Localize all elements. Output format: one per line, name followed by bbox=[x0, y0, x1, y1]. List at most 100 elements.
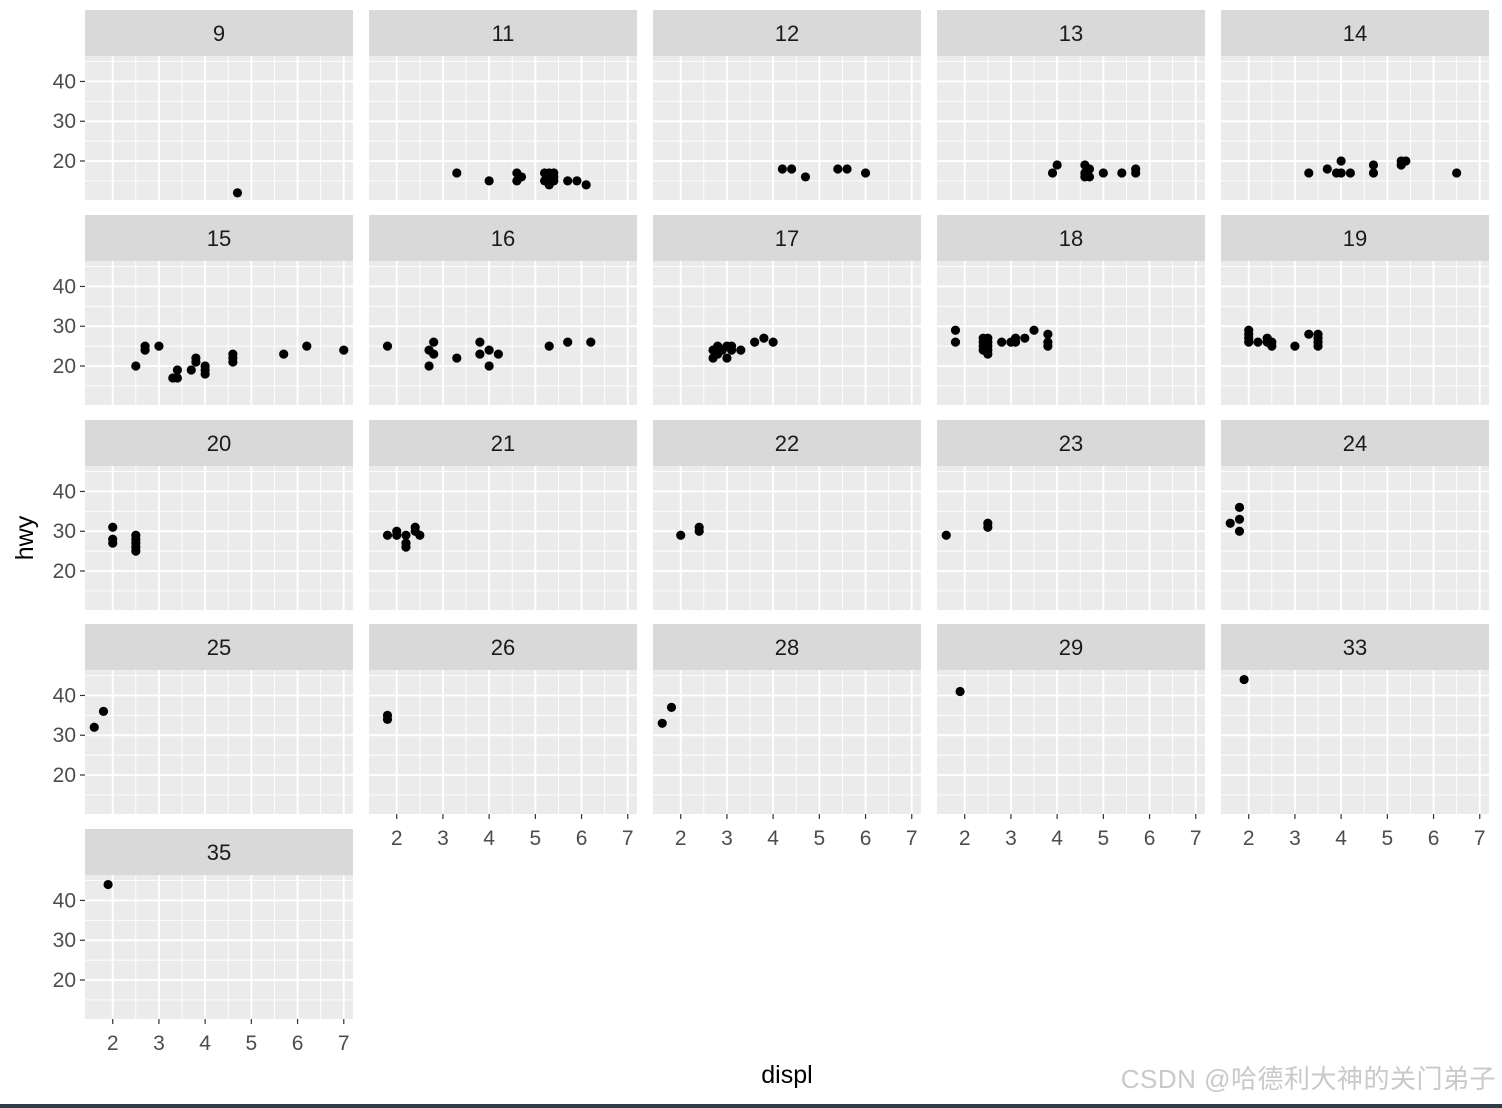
facet-strip bbox=[1221, 10, 1489, 56]
facet-strip bbox=[369, 420, 637, 466]
data-point bbox=[563, 176, 573, 186]
data-point bbox=[484, 361, 494, 371]
data-point bbox=[1244, 337, 1254, 347]
data-point bbox=[581, 180, 591, 190]
data-point bbox=[572, 176, 582, 186]
data-point bbox=[429, 349, 439, 359]
data-point bbox=[586, 337, 596, 347]
data-point bbox=[950, 337, 961, 347]
facet-strip bbox=[653, 10, 921, 56]
data-point bbox=[750, 337, 760, 347]
facet-panel-33: 33 2 3 4 5 6 7 bbox=[1221, 624, 1489, 850]
panel-background bbox=[1221, 56, 1489, 200]
data-point bbox=[955, 686, 965, 697]
data-point bbox=[726, 345, 737, 355]
data-point bbox=[186, 365, 196, 375]
x-tick-label: 6 bbox=[1144, 827, 1156, 850]
panel-background bbox=[369, 56, 637, 200]
data-point bbox=[1098, 168, 1108, 178]
x-tick-label: 4 bbox=[767, 827, 779, 850]
x-tick-label: 6 bbox=[576, 827, 588, 850]
x-tick-label: 4 bbox=[199, 1032, 211, 1055]
panel-background bbox=[937, 466, 1205, 610]
facet-strip-label: 25 bbox=[207, 635, 231, 660]
facet-strip-label: 12 bbox=[775, 21, 799, 46]
facet-panel-15: 15 20 30 40 bbox=[53, 215, 353, 405]
panel-background bbox=[85, 56, 353, 200]
x-tick-label: 3 bbox=[721, 827, 733, 850]
data-point bbox=[1084, 172, 1095, 182]
facet-strip-label: 28 bbox=[775, 635, 799, 660]
data-point bbox=[103, 879, 113, 890]
x-tick-label: 4 bbox=[1051, 827, 1063, 850]
data-point bbox=[983, 349, 993, 359]
data-point bbox=[302, 341, 312, 351]
facet-strip-label: 16 bbox=[491, 226, 515, 251]
x-tick-label: 3 bbox=[153, 1032, 165, 1055]
panel-background bbox=[1221, 670, 1489, 814]
y-tick-label: 20 bbox=[53, 355, 76, 378]
data-point bbox=[493, 349, 503, 359]
data-point bbox=[108, 538, 118, 548]
y-tick-label: 30 bbox=[53, 520, 76, 543]
data-point bbox=[339, 345, 349, 355]
x-tick-label: 3 bbox=[1005, 827, 1017, 850]
data-point bbox=[1234, 514, 1245, 524]
data-point bbox=[842, 164, 852, 174]
x-tick-label: 7 bbox=[622, 827, 634, 850]
data-point bbox=[191, 357, 201, 367]
facet-strip-label: 29 bbox=[1059, 635, 1083, 660]
facet-strip-label: 14 bbox=[1343, 21, 1367, 46]
facet-panel-17: 17 bbox=[653, 215, 921, 405]
y-tick-label: 40 bbox=[53, 70, 76, 93]
data-point bbox=[232, 188, 243, 198]
data-point bbox=[544, 341, 554, 351]
facet-panel-26: 26 2 3 4 5 6 7 bbox=[369, 624, 637, 850]
data-point bbox=[401, 542, 411, 552]
panel-background bbox=[653, 261, 921, 405]
panel-background bbox=[369, 261, 637, 405]
facet-strip-label: 23 bbox=[1059, 431, 1083, 456]
data-point bbox=[1234, 526, 1245, 536]
data-point bbox=[833, 164, 843, 174]
data-point bbox=[1020, 333, 1030, 343]
data-point bbox=[997, 337, 1007, 347]
data-point bbox=[736, 345, 746, 355]
data-point bbox=[89, 722, 99, 732]
facet-strip bbox=[937, 624, 1205, 670]
data-point bbox=[768, 337, 778, 347]
data-point bbox=[452, 168, 462, 178]
facet-strip-label: 20 bbox=[207, 431, 231, 456]
panel-background bbox=[369, 670, 637, 814]
y-tick-label: 40 bbox=[53, 275, 76, 298]
data-point bbox=[950, 325, 961, 335]
data-point bbox=[172, 365, 183, 375]
facet-panel-35: 35 20 30 40 2 3 4 5 6 7 bbox=[53, 829, 353, 1055]
facet-strip bbox=[369, 10, 637, 56]
facet-panel-19: 19 bbox=[1221, 215, 1489, 405]
panel-background bbox=[85, 261, 353, 405]
x-tick-label: 7 bbox=[906, 827, 918, 850]
x-tick-label: 7 bbox=[1474, 827, 1486, 850]
data-point bbox=[279, 349, 289, 359]
panel-background bbox=[653, 670, 921, 814]
facet-strip-label: 9 bbox=[213, 21, 225, 46]
data-point bbox=[1239, 674, 1249, 685]
data-point bbox=[475, 337, 485, 347]
facet-panel-28: 28 2 3 4 5 6 7 bbox=[653, 624, 921, 850]
data-point bbox=[759, 333, 769, 343]
data-point bbox=[1304, 329, 1314, 339]
facet-strip bbox=[937, 10, 1205, 56]
panel-background bbox=[85, 670, 353, 814]
data-point bbox=[140, 345, 150, 355]
data-point bbox=[392, 530, 402, 540]
x-tick-label: 2 bbox=[391, 827, 403, 850]
x-tick-label: 5 bbox=[814, 827, 826, 850]
x-tick-label: 4 bbox=[483, 827, 495, 850]
y-tick-label: 20 bbox=[53, 560, 76, 583]
x-axis-title: displ bbox=[761, 1061, 812, 1089]
y-axis-title: hwy bbox=[11, 515, 39, 560]
facet-panel-25: 25 20 30 40 bbox=[53, 624, 353, 814]
data-point bbox=[1010, 337, 1021, 347]
